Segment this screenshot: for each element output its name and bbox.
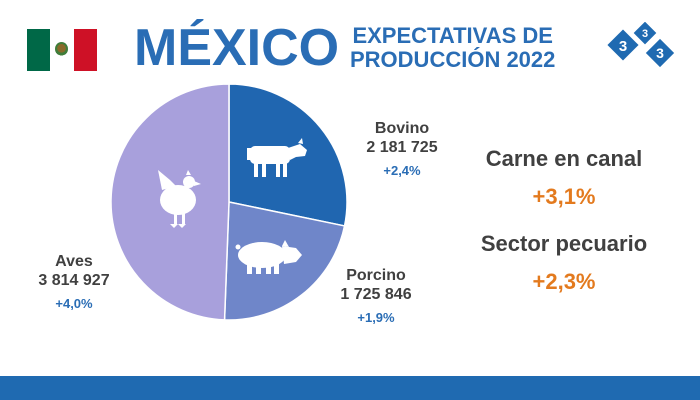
pig-icon — [235, 240, 302, 274]
footer-bar — [0, 376, 700, 400]
page-subtitle: EXPECTATIVAS DE PRODUCCIÓN 2022 — [350, 24, 555, 72]
category-change: +1,9% — [357, 310, 395, 325]
category-value: 3 814 927 — [38, 272, 110, 289]
logo-digit: 3 — [619, 38, 627, 55]
logo-digit: 3 — [642, 28, 648, 40]
category-name: Aves — [55, 253, 93, 270]
chicken-icon — [158, 170, 201, 228]
stat-value: +3,1% — [532, 184, 596, 209]
stat-title: Carne en canal — [485, 146, 643, 171]
stat-sector-pecuario: Sector pecuario +2,3% — [464, 231, 664, 295]
cow-icon — [247, 138, 307, 177]
stat-title: Sector pecuario — [480, 231, 648, 256]
category-value: 2 181 725 — [366, 139, 438, 156]
subtitle-line-1: EXPECTATIVAS DE — [352, 23, 553, 48]
label-bovino: Bovino 2 181 725 +2,4% — [350, 119, 454, 180]
page-title: MÉXICO — [134, 19, 340, 77]
mexico-flag-icon — [27, 29, 97, 71]
category-change: +2,4% — [383, 163, 421, 178]
label-aves: Aves 3 814 927 +4,0% — [22, 252, 126, 313]
label-porcino: Porcino 1 725 846 +1,9% — [324, 266, 428, 327]
stat-carne-en-canal: Carne en canal +3,1% — [464, 146, 664, 210]
logo-333-icon: 3 3 3 — [607, 22, 675, 68]
subtitle-line-2: PRODUCCIÓN 2022 — [350, 47, 556, 72]
stat-value: +2,3% — [532, 269, 596, 294]
logo-digit: 3 — [656, 45, 664, 61]
category-value: 1 725 846 — [340, 286, 412, 303]
category-change: +4,0% — [55, 296, 93, 311]
category-name: Bovino — [374, 120, 430, 137]
category-name: Porcino — [346, 267, 406, 284]
